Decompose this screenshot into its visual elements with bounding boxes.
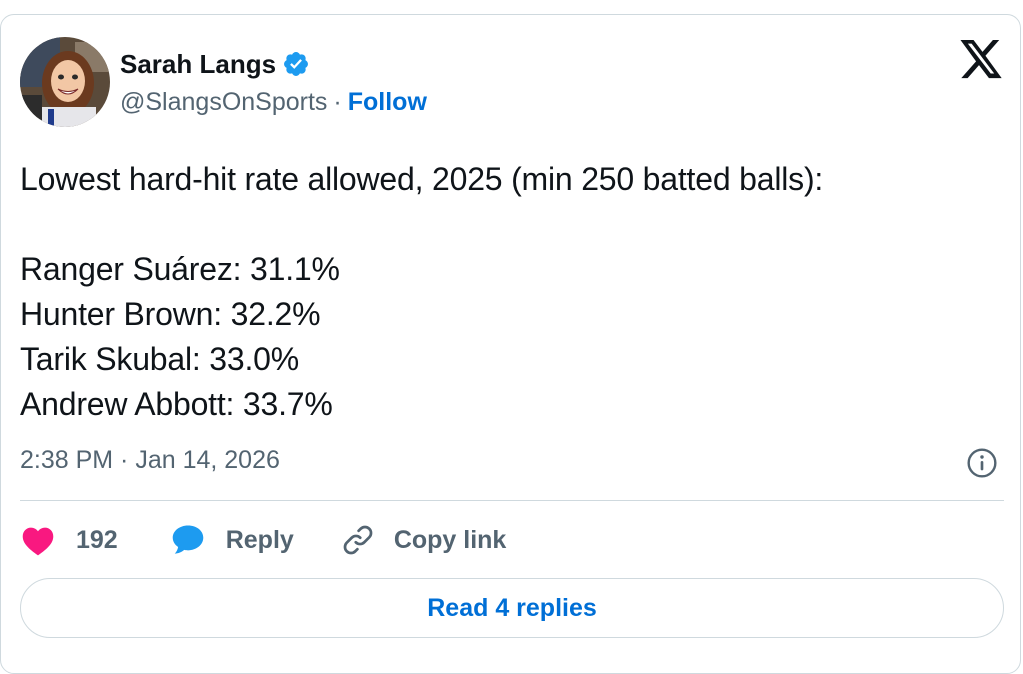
follow-button[interactable]: Follow (347, 88, 427, 116)
reply-label: Reply (225, 525, 294, 554)
tweet-text: Lowest hard-hit rate allowed, 2025 (min … (20, 161, 824, 422)
read-replies-button[interactable]: Read 4 replies (20, 578, 1004, 638)
handle-row: @SlangsOnSports · Follow (120, 88, 427, 117)
action-bar: 192 Reply Copy link (20, 520, 506, 560)
tweet-timestamp[interactable]: 2:38 PM · Jan 14, 2026 (20, 446, 280, 474)
link-icon (340, 522, 376, 558)
like-button[interactable]: 192 (20, 524, 118, 556)
copy-link-button[interactable]: Copy link (340, 522, 507, 558)
x-logo-icon[interactable] (958, 40, 1004, 82)
info-icon[interactable] (966, 447, 998, 479)
avatar[interactable] (20, 37, 110, 127)
name-row: Sarah Langs (120, 48, 427, 80)
author-name[interactable]: Sarah Langs (120, 48, 277, 79)
reply-button[interactable]: Reply (170, 524, 294, 556)
author-handle[interactable]: @SlangsOnSports (120, 88, 328, 116)
copy-link-label: Copy link (393, 525, 507, 554)
heart-icon (20, 524, 56, 556)
reply-bubble-icon (170, 524, 206, 556)
tweet-card (0, 14, 1021, 674)
like-count: 192 (76, 525, 118, 554)
separator-dot: · (333, 88, 342, 116)
divider (20, 500, 1004, 501)
author-block: Sarah Langs @SlangsOnSports · Follow (120, 48, 427, 117)
verified-badge-icon (282, 50, 310, 78)
